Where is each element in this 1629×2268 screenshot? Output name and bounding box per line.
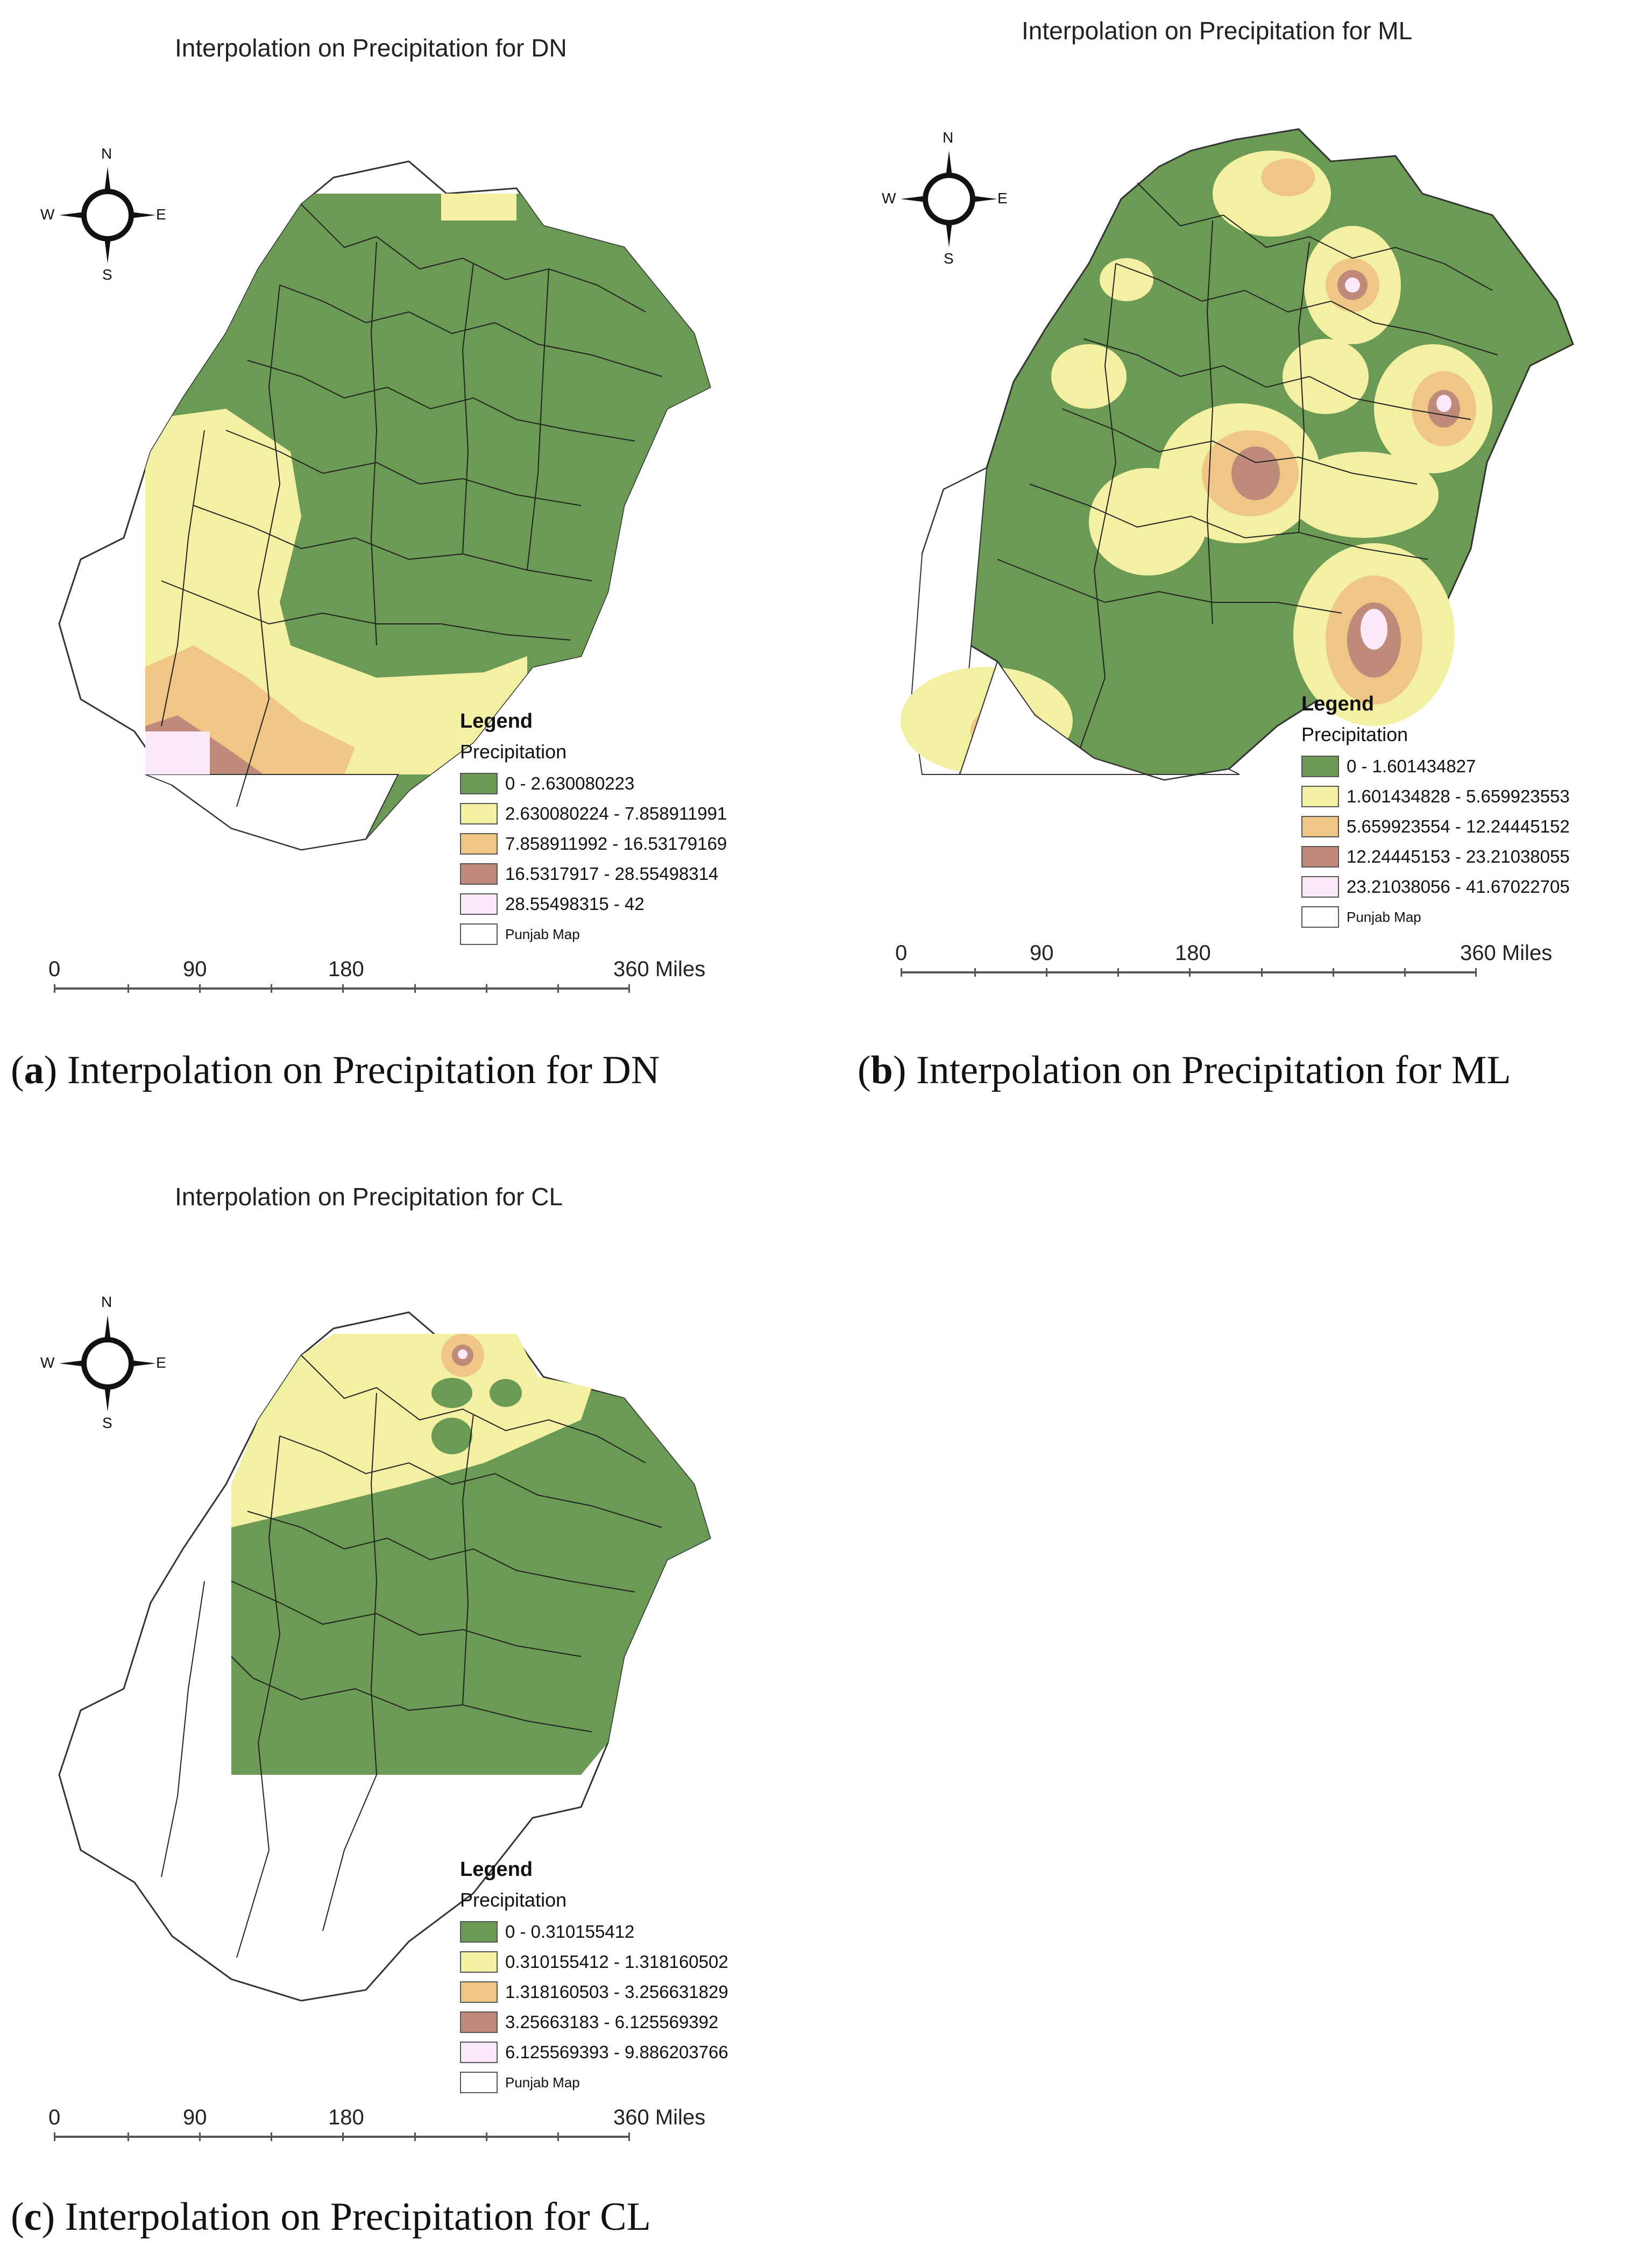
- legend-item: 16.5317917 - 28.55498314: [460, 859, 727, 889]
- compass-west: W: [882, 190, 896, 207]
- figure-caption: (c) Interpolation on Precipitation for C…: [11, 2195, 651, 2239]
- scale-label: 90: [183, 2106, 207, 2129]
- legend-item: 0 - 0.310155412: [460, 1917, 728, 1947]
- legend-swatch: [1301, 816, 1339, 837]
- legend-title: Legend: [460, 1858, 533, 1881]
- legend-item: 28.55498315 - 42: [460, 889, 727, 919]
- precipitation-map-ml: [901, 128, 1574, 781]
- compass-north: N: [101, 1293, 112, 1310]
- scale-label: 360 Miles: [613, 957, 706, 981]
- legend-subtitle: Precipitation: [460, 1889, 567, 1911]
- map-legend: Legend Precipitation 0 - 1.601434827 1.6…: [1301, 693, 1570, 932]
- legend-item: 3.25663183 - 6.125569392: [460, 2007, 728, 2037]
- scale-label: 360 Miles: [613, 2106, 706, 2129]
- scale-label: 360 Miles: [1460, 941, 1553, 965]
- legend-swatch: [1301, 756, 1339, 777]
- legend-swatch: [1301, 876, 1339, 898]
- compass-east: E: [156, 206, 166, 223]
- legend-swatch: [460, 833, 498, 855]
- legend-item: 1.318160503 - 3.256631829: [460, 1977, 728, 2007]
- figure-caption: (b) Interpolation on Precipitation for M…: [858, 1048, 1511, 1092]
- legend-swatch: [460, 923, 498, 945]
- legend-swatch: [1301, 906, 1339, 928]
- legend-swatch: [1301, 786, 1339, 807]
- panel-b: Interpolation on Precipitation for ML N …: [814, 0, 1629, 1129]
- legend-swatch: [1301, 846, 1339, 868]
- legend-title: Legend: [460, 710, 533, 733]
- legend-item: 0 - 2.630080223: [460, 769, 727, 799]
- legend-item: Punjab Map: [1301, 902, 1570, 932]
- scale-label: 180: [328, 957, 364, 981]
- precipitation-map-cl: [58, 1311, 711, 2002]
- legend-swatch: [460, 893, 498, 915]
- scale-bar: 0 90 180 360 Miles: [895, 941, 1552, 984]
- compass-west: W: [40, 206, 55, 223]
- legend-item: Punjab Map: [460, 919, 727, 949]
- legend-item: 0 - 1.601434827: [1301, 751, 1570, 781]
- scale-label: 0: [895, 941, 908, 965]
- compass-east: E: [997, 190, 1008, 207]
- scale-label: 180: [328, 2106, 364, 2129]
- scale-bar: 0 90 180 360 Miles: [48, 957, 705, 1000]
- compass-south: S: [102, 1414, 112, 1431]
- legend-item: Punjab Map: [460, 2067, 728, 2098]
- compass-north: N: [943, 129, 954, 146]
- compass-rose-icon: N S W E: [879, 129, 1019, 269]
- legend-swatch: [460, 863, 498, 885]
- legend-item: 5.659923554 - 12.24445152: [1301, 812, 1570, 842]
- legend-swatch: [460, 803, 498, 824]
- panel-c: Interpolation on Precipitation for CL N …: [0, 1151, 814, 2268]
- legend-subtitle: Precipitation: [460, 741, 567, 763]
- legend-swatch: [460, 773, 498, 794]
- map-title: Interpolation on Precipitation for ML: [1022, 17, 1413, 45]
- scale-label: 90: [1030, 941, 1054, 965]
- legend-swatch: [460, 1951, 498, 1973]
- scale-label: 0: [48, 957, 61, 981]
- legend-item: 7.858911992 - 16.53179169: [460, 829, 727, 859]
- legend-swatch: [460, 1921, 498, 1943]
- scale-bar: 0 90 180 360 Miles: [48, 2106, 705, 2149]
- scale-label: 90: [183, 957, 207, 981]
- compass-rose-icon: N S W E: [38, 1293, 178, 1433]
- compass-rose-icon: N S W E: [38, 145, 178, 285]
- figure-caption: (a) Interpolation on Precipitation for D…: [11, 1048, 660, 1092]
- legend-item: 12.24445153 - 23.21038055: [1301, 842, 1570, 872]
- scale-label: 180: [1175, 941, 1211, 965]
- panel-a: Interpolation on Precipitation for DN N …: [0, 0, 814, 1129]
- map-title: Interpolation on Precipitation for DN: [175, 34, 567, 62]
- legend-item: 0.310155412 - 1.318160502: [460, 1947, 728, 1977]
- legend-swatch: [460, 2011, 498, 2033]
- map-title: Interpolation on Precipitation for CL: [175, 1183, 563, 1211]
- precipitation-map-dn: [58, 160, 711, 851]
- scale-label: 0: [48, 2106, 61, 2129]
- legend-item: 1.601434828 - 5.659923553: [1301, 781, 1570, 812]
- compass-west: W: [40, 1354, 55, 1371]
- legend-subtitle: Precipitation: [1301, 723, 1408, 745]
- legend-title: Legend: [1301, 693, 1375, 715]
- legend-swatch: [460, 1981, 498, 2003]
- compass-east: E: [156, 1354, 166, 1371]
- compass-north: N: [101, 145, 112, 162]
- legend-item: 2.630080224 - 7.858911991: [460, 799, 727, 829]
- legend-item: 23.21038056 - 41.67022705: [1301, 872, 1570, 902]
- map-legend: Legend Precipitation 0 - 2.630080223 2.6…: [460, 710, 727, 949]
- compass-south: S: [944, 250, 954, 267]
- legend-swatch: [460, 2072, 498, 2093]
- legend-item: 6.125569393 - 9.886203766: [460, 2037, 728, 2067]
- map-legend: Legend Precipitation 0 - 0.310155412 0.3…: [460, 1858, 728, 2098]
- legend-swatch: [460, 2042, 498, 2063]
- compass-south: S: [102, 266, 112, 283]
